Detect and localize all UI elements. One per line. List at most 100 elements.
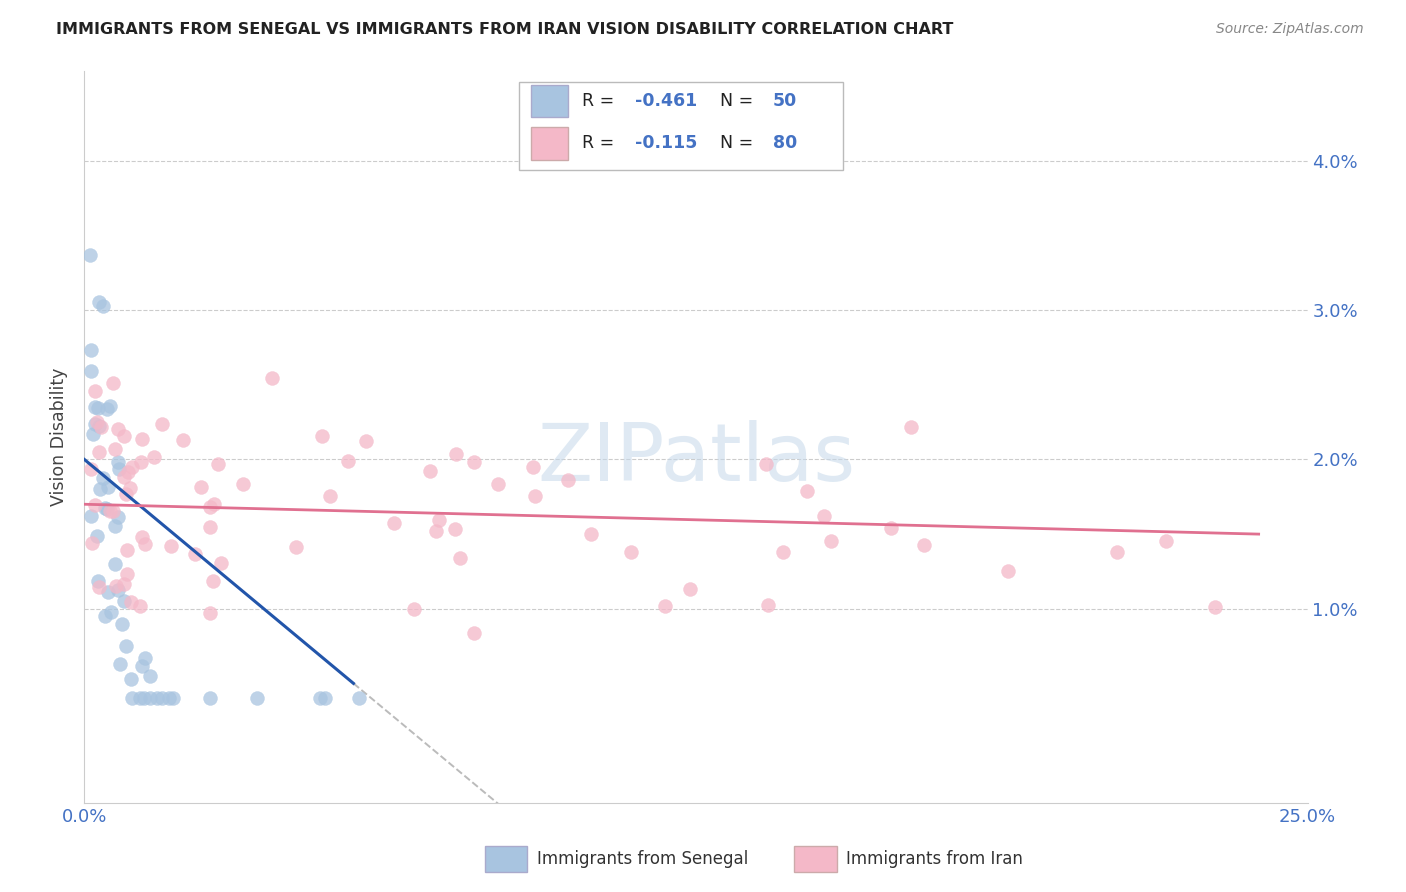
Point xyxy=(139,668,162,682)
Point xyxy=(114,487,136,501)
Point xyxy=(117,567,139,582)
Point xyxy=(90,420,112,434)
Point xyxy=(336,454,359,468)
Point xyxy=(207,458,229,472)
Point xyxy=(134,537,156,551)
Point xyxy=(772,544,794,558)
Point xyxy=(200,500,222,514)
Point xyxy=(486,476,509,491)
Point xyxy=(104,519,127,533)
Point xyxy=(105,579,128,593)
Point xyxy=(112,594,135,608)
Point xyxy=(120,595,142,609)
Text: Immigrants from Iran: Immigrants from Iran xyxy=(846,850,1024,868)
Point xyxy=(87,401,110,415)
FancyBboxPatch shape xyxy=(531,127,568,160)
Point xyxy=(107,422,129,436)
Text: R =: R = xyxy=(582,134,620,153)
Point xyxy=(98,503,121,517)
Point xyxy=(319,489,342,503)
Point xyxy=(557,473,579,487)
Point xyxy=(463,455,485,469)
Point xyxy=(86,415,108,429)
Point xyxy=(120,672,142,686)
FancyBboxPatch shape xyxy=(519,82,842,170)
Point xyxy=(107,582,129,597)
Text: ZIPatlas: ZIPatlas xyxy=(537,420,855,498)
Point xyxy=(87,574,110,588)
Point xyxy=(80,535,103,549)
Point xyxy=(96,402,118,417)
Point xyxy=(419,464,441,478)
Point xyxy=(382,516,405,530)
Point xyxy=(79,343,101,357)
Text: -0.461: -0.461 xyxy=(636,92,697,110)
Point xyxy=(201,574,224,588)
Point xyxy=(427,512,450,526)
Point xyxy=(425,524,447,538)
Point xyxy=(79,363,101,377)
Point xyxy=(162,691,184,706)
Point xyxy=(444,447,467,461)
Point xyxy=(103,442,125,457)
Point xyxy=(190,480,212,494)
Point xyxy=(108,461,131,475)
Point xyxy=(115,543,138,558)
Point xyxy=(654,599,676,613)
Point xyxy=(100,605,122,619)
Point xyxy=(86,529,108,543)
Point xyxy=(813,509,835,524)
Point xyxy=(128,599,150,614)
Text: 50: 50 xyxy=(773,92,797,110)
Point xyxy=(1107,545,1129,559)
Point xyxy=(579,527,602,541)
Point xyxy=(93,299,115,313)
Point xyxy=(524,489,547,503)
Point xyxy=(284,541,307,555)
Point xyxy=(146,691,169,706)
Point xyxy=(83,498,105,512)
Point xyxy=(117,465,139,479)
Point xyxy=(101,376,124,391)
Point xyxy=(98,399,121,413)
Point xyxy=(209,556,232,570)
Point xyxy=(260,371,283,385)
Point xyxy=(104,557,127,571)
Point xyxy=(620,545,643,559)
Point xyxy=(131,530,153,544)
Point xyxy=(796,483,818,498)
Point xyxy=(131,658,153,673)
Point xyxy=(82,427,104,442)
Point xyxy=(121,459,143,474)
Point xyxy=(108,657,131,671)
Point xyxy=(87,295,110,310)
Point xyxy=(232,477,254,491)
Point xyxy=(204,498,226,512)
Point xyxy=(139,691,162,706)
Point xyxy=(94,500,117,515)
Point xyxy=(89,445,111,459)
Y-axis label: Vision Disability: Vision Disability xyxy=(51,368,69,507)
Point xyxy=(404,601,426,615)
Point xyxy=(131,432,153,446)
Point xyxy=(150,691,173,706)
Point xyxy=(96,501,118,516)
Point xyxy=(101,504,124,518)
Point xyxy=(309,691,332,706)
Point xyxy=(522,459,544,474)
Point xyxy=(121,691,143,706)
Text: 80: 80 xyxy=(773,134,797,153)
Text: -0.115: -0.115 xyxy=(636,134,697,153)
Point xyxy=(110,617,132,632)
Point xyxy=(198,691,221,706)
Point xyxy=(134,651,156,665)
Point xyxy=(112,429,135,443)
Point xyxy=(115,640,138,654)
Point xyxy=(97,584,120,599)
Point xyxy=(820,533,842,548)
Point xyxy=(89,482,111,496)
Point xyxy=(120,481,142,495)
Point xyxy=(198,606,221,620)
Text: IMMIGRANTS FROM SENEGAL VS IMMIGRANTS FROM IRAN VISION DISABILITY CORRELATION CH: IMMIGRANTS FROM SENEGAL VS IMMIGRANTS FR… xyxy=(56,22,953,37)
Point xyxy=(200,520,222,534)
